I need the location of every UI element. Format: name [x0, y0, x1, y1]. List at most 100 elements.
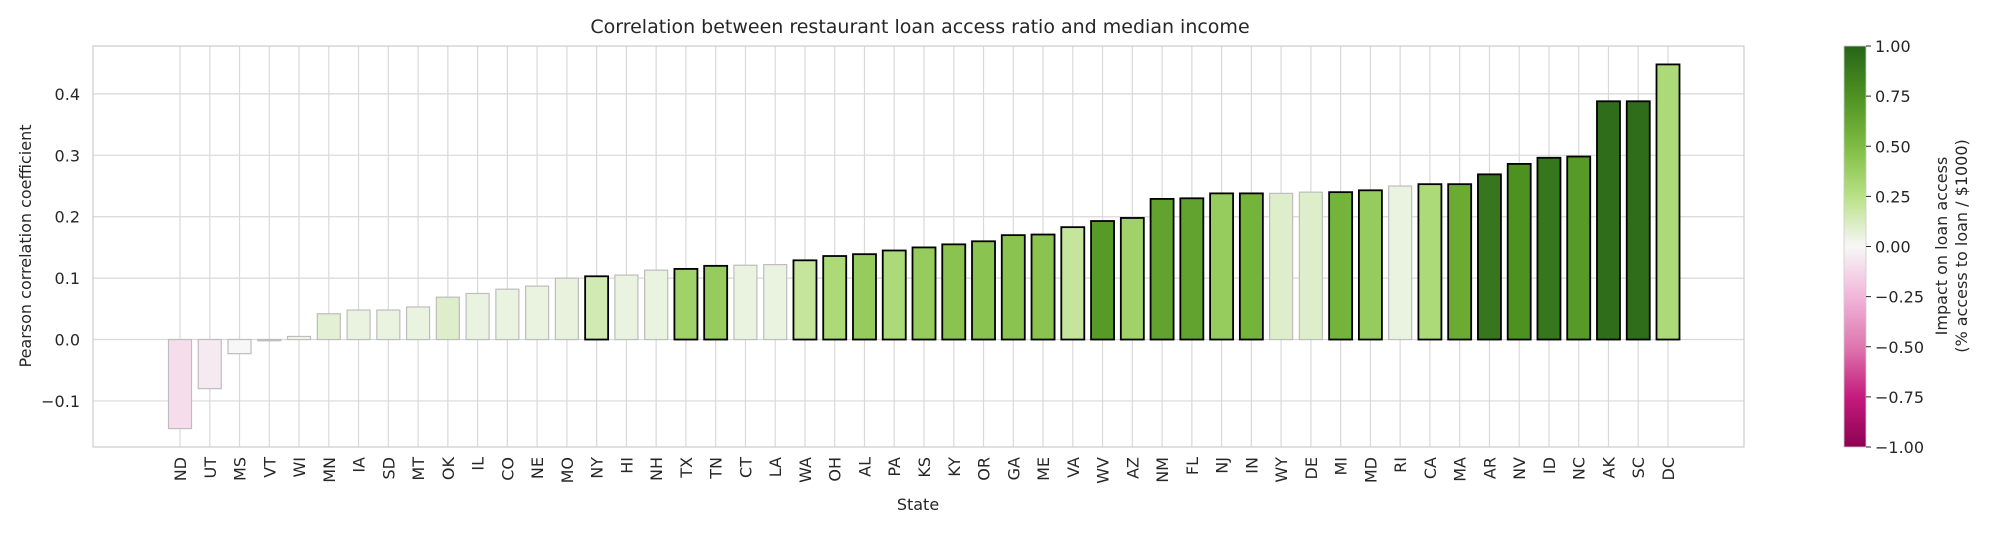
x-tick-label: NJ: [1213, 457, 1232, 474]
x-tick-label: AZ: [1123, 457, 1142, 479]
bar-mt: [405, 306, 431, 341]
bar-de: [1298, 191, 1323, 341]
bar-az: [1119, 217, 1145, 341]
x-tick-label: KY: [945, 457, 964, 477]
colorbar-tick-label: −0.50: [1875, 338, 1924, 357]
bar-co: [495, 288, 520, 341]
x-tick-label: CO: [498, 457, 517, 481]
bar-id: [1536, 156, 1562, 341]
x-tick-label: MN: [320, 457, 339, 483]
x-tick-label: IL: [469, 457, 488, 471]
colorbar-tick-label: −1.00: [1875, 438, 1924, 457]
colorbar-tick-label: 0.50: [1875, 137, 1911, 156]
bar-va: [1060, 226, 1086, 341]
x-tick-label: NV: [1510, 457, 1529, 480]
x-tick-label: NY: [588, 457, 607, 479]
colorbar-tick-label: 1.00: [1875, 37, 1911, 56]
y-tick-label: 0.2: [55, 208, 80, 227]
bar-ga: [1000, 234, 1026, 341]
x-tick-label: OH: [826, 457, 845, 482]
y-tick-label: 0.0: [55, 331, 80, 350]
bar-wy: [1269, 192, 1294, 341]
bar-pa: [881, 249, 907, 341]
bar-al: [852, 253, 877, 341]
x-tick-label: UT: [201, 457, 220, 479]
colorbar-tick-label: 0.00: [1875, 238, 1911, 257]
x-tick-label: AR: [1480, 457, 1499, 479]
bar-ar: [1477, 173, 1502, 341]
bar-wa: [792, 259, 818, 341]
x-tick-label: NC: [1570, 457, 1589, 480]
bar-ne: [525, 285, 550, 341]
x-tick-label: MS: [231, 457, 250, 481]
bar-ut: [197, 338, 222, 390]
plot-frame: [92, 45, 1745, 448]
colorbar-ticks: 1.00 0.75 0.50 0.25 0.00 −0.25 −0.50 −0.75 −1.00: [1866, 37, 1924, 457]
x-tick-label: ND: [171, 457, 190, 481]
x-tick-label: WY: [1272, 457, 1291, 483]
y-tick-label: −0.1: [41, 392, 80, 411]
bar-mn: [316, 313, 341, 341]
x-tick-label: AK: [1599, 456, 1618, 478]
y-tick-label: 0.4: [55, 85, 80, 104]
colorbar: 1.00 0.75 0.50 0.25 0.00 −0.25 −0.50 −0.75 −1.00…: [1843, 37, 1971, 457]
y-tick-label: 0.3: [55, 146, 80, 165]
x-tick-label: WA: [796, 457, 815, 483]
x-tick-label: TN: [707, 457, 726, 480]
x-tick-label: MI: [1332, 457, 1351, 476]
bar-ca: [1417, 183, 1443, 341]
bar-ct: [733, 264, 758, 341]
bar-mi: [1328, 191, 1354, 341]
bar-in: [1238, 192, 1264, 341]
x-tick-label: RI: [1391, 457, 1410, 473]
x-tick-label: TX: [677, 457, 696, 479]
x-tick-label: FL: [1183, 457, 1202, 475]
plot-area: [92, 45, 1745, 448]
bar-nm: [1149, 198, 1175, 341]
bar-series: [167, 63, 1681, 430]
bar-la: [763, 264, 788, 341]
colorbar-label-line2: (% access to loan / $1000): [1952, 139, 1971, 353]
x-tick-label: VT: [260, 457, 279, 478]
x-tick-label: SD: [379, 457, 398, 479]
x-tick-label: MO: [558, 457, 577, 483]
x-tick-label: WV: [1094, 457, 1113, 484]
bar-nh: [644, 269, 669, 341]
bar-ma: [1447, 183, 1473, 341]
bar-vt: [257, 338, 282, 342]
x-tick-label: IN: [1242, 457, 1261, 474]
x-tick-label: NM: [1153, 457, 1172, 483]
chart-title: Correlation between restaurant loan acce…: [590, 16, 1249, 38]
bar-ms: [227, 338, 252, 355]
bar-or: [971, 240, 996, 341]
x-tick-label: ID: [1540, 457, 1559, 474]
x-tick-label: DE: [1302, 457, 1321, 479]
x-tick-label: GA: [1004, 457, 1023, 480]
x-tick-label: MD: [1361, 457, 1380, 483]
bar-il: [465, 292, 490, 341]
x-tick-label: NE: [528, 457, 547, 479]
x-tick-label: NH: [647, 457, 666, 481]
bar-md: [1358, 189, 1383, 341]
bar-nv: [1506, 163, 1532, 341]
bar-ak: [1596, 100, 1621, 341]
x-tick-label: KS: [915, 457, 934, 478]
colorbar-tick-label: −0.75: [1875, 388, 1924, 407]
x-tick-label: CA: [1421, 457, 1440, 479]
bar-ny: [584, 275, 610, 341]
y-axis-label: Pearson correlation coefficient: [16, 125, 35, 368]
bar-ks: [911, 246, 937, 341]
bar-wv: [1090, 220, 1115, 341]
x-tick-label: IA: [350, 457, 369, 473]
x-tick-label: HI: [617, 457, 636, 474]
bar-fl: [1179, 197, 1205, 341]
colorbar-tick-label: 0.25: [1875, 187, 1911, 206]
x-tick-label: LA: [766, 457, 785, 477]
bar-wi: [286, 335, 312, 341]
x-tick-label: PA: [885, 457, 904, 477]
x-tick-label: ME: [1034, 457, 1053, 481]
bar-nj: [1209, 192, 1234, 341]
y-axis-tick-labels: −0.1 0.0 0.1 0.2 0.3 0.4: [41, 85, 80, 411]
colorbar-gradient: [1844, 46, 1866, 447]
x-gridlines: [179, 46, 1669, 447]
